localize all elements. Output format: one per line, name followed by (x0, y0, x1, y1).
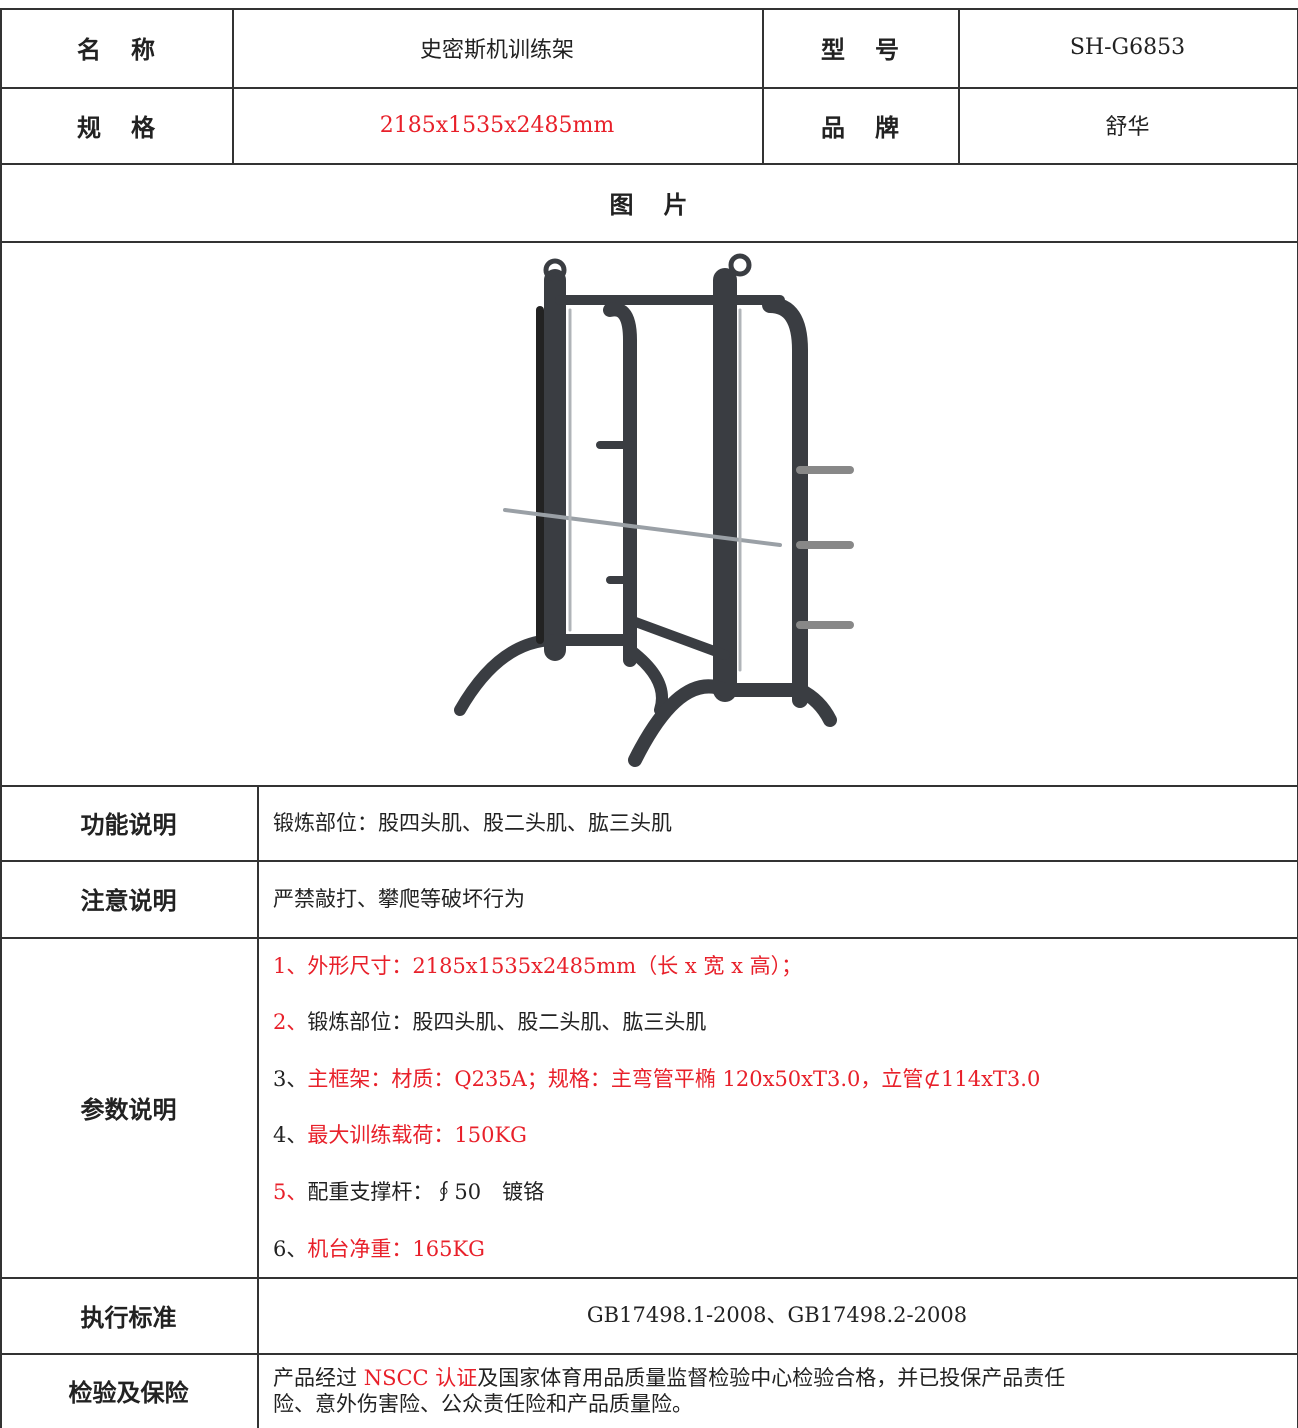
rule (0, 163, 1297, 165)
text-segment: 4、 (273, 1123, 308, 1148)
rule (257, 1277, 259, 1353)
text-line: 5、配重支撑杆：∮50 镀铬 (273, 1178, 544, 1206)
section-label: 功能说明 (80, 811, 177, 839)
rule (0, 1277, 1297, 1279)
text-line: 险、意外伤害险、公众责任险和产品质量险。 (273, 1390, 693, 1418)
rule (0, 8, 2, 87)
text-segment: 最大训练载荷：150KG (307, 1123, 527, 1148)
info-value: 2185x1535x2485mm (379, 112, 615, 138)
info-value: 舒华 (1105, 115, 1150, 140)
rule (0, 937, 2, 1277)
text-segment: 险、意外伤害险、公众责任险和产品质量险。 (273, 1391, 693, 1416)
text-segment: 锻炼部位：股四头肌、股二头肌、肱三头肌 (307, 1010, 707, 1035)
text-line: 6、机台净重：165KG (273, 1235, 485, 1263)
rule (958, 8, 960, 87)
rule (762, 8, 764, 87)
info-value: SH-G6853 (1069, 35, 1186, 60)
rule (0, 241, 1297, 243)
rule (257, 937, 259, 1277)
rule (0, 87, 1297, 89)
info-label: 型号 (821, 36, 929, 64)
text-line: 4、最大训练载荷：150KG (273, 1121, 527, 1149)
text-segment: 严禁敲打、攀爬等破坏行为 (273, 886, 525, 911)
text-line: 锻炼部位：股四头肌、股二头肌、肱三头肌 (273, 809, 672, 837)
text-segment: 锻炼部位：股四头肌、股二头肌、肱三头肌 (273, 810, 672, 835)
info-label: 规格 (77, 113, 185, 142)
rule (0, 785, 2, 860)
text-segment: 主框架：材质：Q235A；规格：主弯管平椭 120x50xT3.0，立管⊄114… (307, 1066, 1041, 1091)
text-segment: GB17498.1-2008、GB17498.2-2008 (586, 1303, 968, 1327)
rule (257, 1353, 259, 1428)
text-segment: NSCC 认证 (363, 1365, 478, 1390)
text-segment: 及国家体育用品质量监督检验中心检验合格，并已投保产品责任 (477, 1365, 1066, 1390)
product-image (454, 253, 854, 767)
text-segment: 6、 (273, 1236, 308, 1261)
section-label: 检验及保险 (68, 1379, 189, 1407)
text-line: 2、锻炼部位：股四头肌、股二头肌、肱三头肌 (273, 1008, 706, 1036)
rule (0, 1353, 1297, 1355)
section-label: 执行标准 (80, 1303, 177, 1332)
rule (257, 860, 259, 937)
rule (958, 87, 960, 163)
picture-label: 图片 (609, 190, 718, 219)
rule (0, 1277, 2, 1353)
text-line: 3、主框架：材质：Q235A；规格：主弯管平椭 120x50xT3.0，立管⊄1… (273, 1065, 1040, 1093)
text-line: 严禁敲打、攀爬等破坏行为 (273, 885, 525, 913)
rule (0, 1353, 2, 1428)
rule (0, 87, 2, 163)
text-segment: 2、 (273, 1010, 308, 1035)
text-line: 1、外形尺寸：2185x1535x2485mm（长 x 宽 x 高）； (273, 952, 802, 980)
info-label: 名称 (77, 36, 185, 64)
text-segment: 5、 (273, 1179, 308, 1204)
info-label: 品牌 (821, 113, 929, 142)
rule (0, 937, 1297, 939)
rule (0, 860, 1297, 862)
info-value: 史密斯机训练架 (419, 37, 574, 63)
rule (762, 87, 764, 163)
rule (0, 860, 2, 937)
rule (232, 8, 234, 87)
text-line: GB17498.1-2008、GB17498.2-2008 (257, 1301, 1297, 1329)
text-segment: 3、 (273, 1066, 308, 1091)
text-segment: 配重支撑杆：∮50 镀铬 (307, 1179, 545, 1204)
section-label: 参数说明 (80, 1095, 177, 1124)
rule (232, 87, 234, 163)
rule (257, 785, 259, 860)
rule (0, 163, 2, 785)
section-label: 注意说明 (80, 887, 177, 915)
rule (0, 8, 1297, 10)
text-segment: 产品经过 (273, 1365, 364, 1390)
text-segment: 机台净重：165KG (307, 1236, 485, 1261)
rule (0, 785, 1297, 787)
text-segment: 1、外形尺寸：2185x1535x2485mm（长 x 宽 x 高）； (273, 953, 803, 978)
text-line: 产品经过 NSCC 认证及国家体育用品质量监督检验中心检验合格，并已投保产品责任 (273, 1364, 1065, 1392)
